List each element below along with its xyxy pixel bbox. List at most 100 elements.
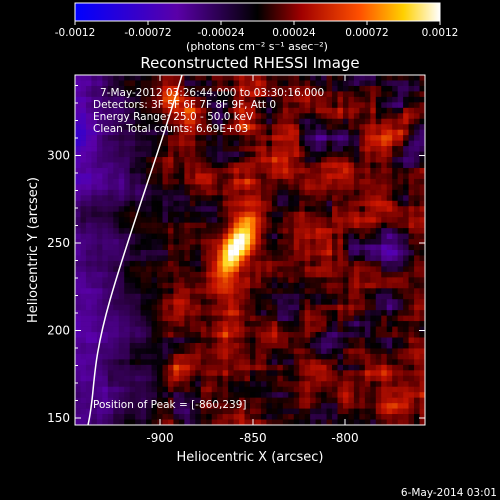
heatmap-cell [381, 75, 388, 81]
heatmap-cell [326, 200, 333, 207]
heatmap-cell [299, 321, 305, 327]
heatmap-cell [184, 129, 191, 136]
heatmap-cell [195, 162, 202, 169]
heatmap-cell [255, 332, 262, 338]
heatmap-cell [75, 96, 81, 103]
heatmap-cell [173, 135, 180, 141]
heatmap-cell [200, 250, 207, 256]
heatmap-cell [386, 222, 393, 229]
heatmap-cell [206, 228, 213, 234]
heatmap-cell [228, 129, 234, 136]
heatmap-cell [217, 135, 223, 141]
heatmap-cell [239, 359, 245, 366]
heatmap-cell [397, 113, 404, 120]
heatmap-cell [419, 266, 425, 273]
heatmap-cell [239, 217, 245, 223]
heatmap-cell [293, 178, 300, 185]
heatmap-cell [91, 271, 98, 278]
heatmap-cell [414, 353, 420, 360]
heatmap-cell [414, 342, 420, 349]
heatmap-cell [375, 381, 382, 388]
heatmap-cell [184, 244, 191, 251]
heatmap-cell [233, 348, 240, 355]
heatmap-cell [310, 293, 316, 300]
heatmap-cell [162, 277, 169, 284]
heatmap-cell [167, 189, 174, 196]
heatmap-cell [162, 195, 169, 202]
heatmap-cell [151, 260, 158, 267]
heatmap-cell [255, 321, 262, 327]
heatmap-cell [293, 189, 300, 196]
heatmap-cell [310, 91, 316, 98]
heatmap-cell [288, 359, 295, 366]
heatmap-cell [288, 277, 295, 284]
heatmap-cell [288, 375, 295, 382]
heatmap-cell [392, 326, 398, 333]
heatmap-cell [386, 293, 393, 300]
heatmap-cell [206, 184, 213, 191]
heatmap-cell [140, 146, 147, 152]
heatmap-cell [167, 408, 174, 415]
heatmap-cell [332, 419, 338, 425]
heatmap-cell [118, 157, 125, 163]
heatmap-cell [310, 233, 316, 240]
heatmap-cell [255, 217, 262, 223]
heatmap-cell [157, 228, 163, 234]
heatmap-cell [189, 211, 196, 218]
heatmap-cell [157, 414, 163, 420]
heatmap-cell [162, 310, 169, 316]
heatmap-cell [310, 184, 316, 191]
heatmap-cell [217, 244, 223, 251]
heatmap-cell [211, 266, 218, 273]
heatmap-cell [124, 271, 130, 278]
heatmap-cell [250, 342, 256, 349]
heatmap-cell [397, 173, 404, 180]
heatmap-cell [211, 124, 218, 130]
heatmap-cell [266, 107, 273, 114]
heatmap-cell [375, 337, 382, 344]
heatmap-cell [282, 266, 289, 273]
heatmap-cell [113, 244, 120, 251]
heatmap-cell [211, 189, 218, 196]
heatmap-cell [146, 304, 152, 311]
heatmap-cell [370, 195, 377, 202]
heatmap-cell [129, 414, 136, 420]
heatmap-cell [304, 255, 311, 262]
heatmap-cell [195, 195, 202, 202]
heatmap-cell [75, 370, 81, 377]
heatmap-cell [364, 91, 371, 98]
heatmap-cell [217, 375, 223, 382]
heatmap-cell [255, 129, 262, 136]
heatmap-cell [113, 282, 120, 289]
heatmap-cell [321, 178, 327, 185]
heatmap-cell [211, 288, 218, 295]
heatmap-cell [386, 167, 393, 174]
heatmap-cell [392, 200, 398, 207]
heatmap-cell [304, 277, 311, 284]
heatmap-cell [167, 178, 174, 185]
heatmap-cell [299, 310, 305, 316]
heatmap-cell [244, 342, 251, 349]
heatmap-cell [266, 113, 273, 120]
heatmap-cell [342, 260, 349, 267]
heatmap-cell [211, 353, 218, 360]
heatmap-cell [167, 228, 174, 234]
heatmap-cell [85, 151, 92, 158]
heatmap-cell [195, 91, 202, 98]
heatmap-cell [353, 195, 360, 202]
heatmap-cell [321, 310, 327, 316]
heatmap-cell [178, 359, 185, 366]
heatmap-cell [157, 80, 163, 87]
heatmap-cell [75, 304, 81, 311]
heatmap-cell [195, 255, 202, 262]
heatmap-cell [408, 381, 415, 388]
heatmap-cell [304, 244, 311, 251]
heatmap-cell [146, 233, 152, 240]
heatmap-cell [321, 414, 327, 420]
heatmap-cell [370, 178, 377, 185]
heatmap-cell [370, 364, 377, 371]
heatmap-cell [310, 151, 316, 158]
heatmap-cell [255, 277, 262, 284]
heatmap-cell [250, 315, 256, 322]
heatmap-cell [304, 129, 311, 136]
